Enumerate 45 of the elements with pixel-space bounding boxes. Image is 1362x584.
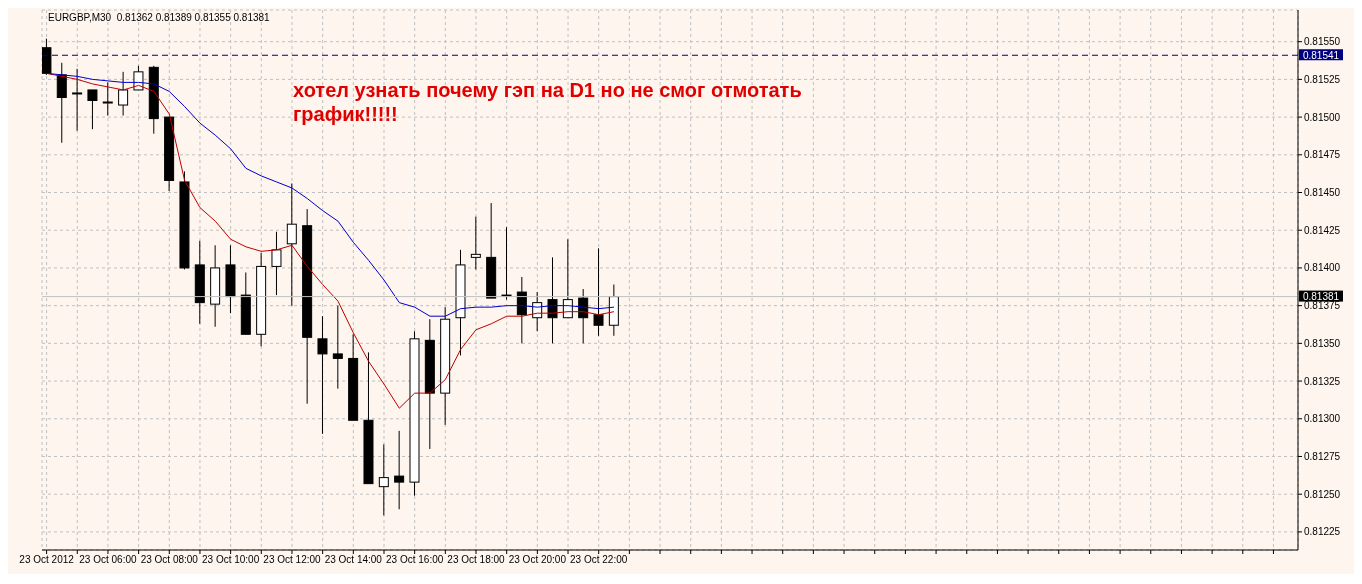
candlestick — [578, 288, 589, 344]
y-tick-label: 0.81300 — [1304, 413, 1341, 425]
candlestick — [501, 226, 512, 301]
candlestick — [394, 430, 405, 510]
x-tick-label: 23 Oct 06:00 — [79, 554, 138, 566]
y-tick-label: 0.81425 — [1304, 224, 1341, 236]
x-tick-label: 23 Oct 10:00 — [202, 554, 260, 566]
annotation: хотел узнать почему гэп на D1 но не смог отмотать график!!!!! — [293, 78, 803, 126]
y-tick-label: 0.81275 — [1304, 451, 1341, 463]
y-tick-label: 0.81250 — [1304, 488, 1341, 500]
candlestick — [332, 305, 343, 390]
ref-line-label: 0.81541 — [1302, 49, 1340, 61]
x-tick-label: 23 Oct 12:00 — [263, 554, 322, 566]
y-tick-label: 0.81450 — [1304, 187, 1341, 199]
y-tick-label: 0.81400 — [1304, 262, 1341, 274]
candlestick — [470, 216, 481, 270]
y-tick-label: 0.81325 — [1304, 375, 1341, 387]
candlestick — [118, 71, 129, 117]
x-tick-label: 23 Oct 08:00 — [140, 554, 199, 566]
x-tick-label: 23 Oct 16:00 — [386, 554, 444, 566]
y-tick-label: 0.81375 — [1304, 300, 1341, 312]
candlestick — [87, 89, 98, 130]
candlestick — [72, 68, 83, 132]
chart-title: EURGBP,M30 0.81362 0.81389 0.81355 0.81381 — [48, 12, 270, 23]
y-tick-label: 0.81350 — [1304, 337, 1341, 349]
candlestick — [547, 256, 558, 344]
ref-line-label: 0.81381 — [1302, 291, 1340, 303]
y-tick-label: 0.81225 — [1304, 526, 1341, 538]
x-tick-label: 23 Oct 14:00 — [324, 554, 383, 566]
candlestick — [593, 247, 604, 337]
y-tick-label: 0.81500 — [1304, 111, 1341, 123]
y-tick-label: 0.81525 — [1304, 73, 1341, 85]
candlestick — [286, 182, 297, 307]
y-tick-label: 0.81550 — [1304, 36, 1341, 48]
candlestick — [317, 315, 328, 435]
candlestick — [56, 62, 67, 144]
candlestick — [516, 276, 527, 344]
candlestick — [271, 231, 282, 296]
x-tick-label: 23 Oct 20:00 — [508, 554, 567, 566]
x-tick-label: 23 Oct 18:00 — [447, 554, 506, 566]
candlestick — [102, 81, 113, 117]
candlestick — [378, 443, 389, 516]
y-tick-label: 0.81475 — [1304, 149, 1341, 161]
x-tick-label: 23 Oct 22:00 — [570, 554, 628, 566]
x-tick-label: 23 Oct 2012 — [19, 554, 75, 566]
